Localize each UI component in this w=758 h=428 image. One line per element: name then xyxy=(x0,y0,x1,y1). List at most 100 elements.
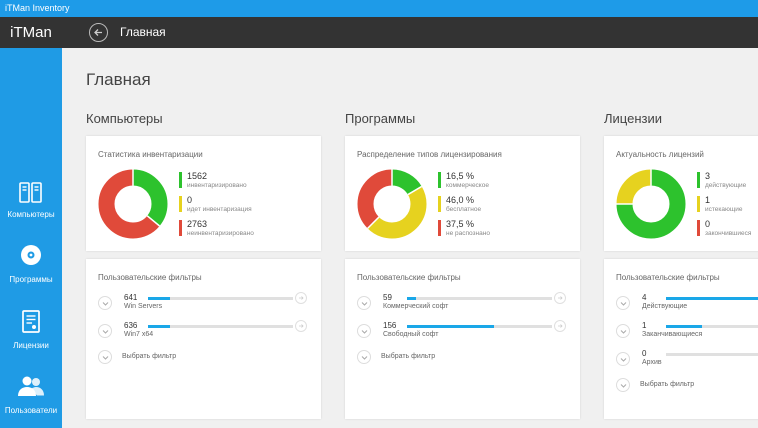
license-icon xyxy=(22,310,40,333)
open-filter-button[interactable] xyxy=(554,292,566,304)
section-title-programs: Программы xyxy=(345,111,416,126)
section-title-licenses: Лицензии xyxy=(604,111,662,126)
open-filter-button[interactable] xyxy=(554,320,566,332)
sidebar-item-label: Программы xyxy=(9,275,53,284)
disc-icon xyxy=(21,245,41,265)
filter-count: 636 xyxy=(124,321,138,330)
open-filter-button[interactable] xyxy=(295,320,307,332)
arrow-right-icon xyxy=(558,324,563,328)
legend-swatch xyxy=(697,196,700,212)
arrow-right-icon xyxy=(558,296,563,300)
expand-button[interactable] xyxy=(616,296,630,310)
legend-value: 1562 xyxy=(187,171,208,181)
stats-card-licenses[interactable]: Актуальность лицензий 3 действующие 1 ис… xyxy=(604,136,758,251)
computers-icon xyxy=(19,182,42,203)
stats-card-programs[interactable]: Распределение типов лицензирования 16,5 … xyxy=(345,136,580,251)
progress-fill xyxy=(407,325,494,328)
app-bar: iTMan Главная xyxy=(0,17,758,48)
sidebar-item-label: Компьютеры xyxy=(7,210,55,219)
legend-swatch xyxy=(438,220,441,236)
progress-fill xyxy=(666,325,703,328)
progress-track xyxy=(148,325,293,328)
expand-button[interactable] xyxy=(616,324,630,338)
filter-row[interactable]: 0 Архив xyxy=(616,349,758,373)
main-content: Главная Компьютеры Статистика инвентариз… xyxy=(62,48,758,428)
sidebar-item-licenses[interactable]: Лицензии xyxy=(0,307,62,371)
chevron-down-icon xyxy=(361,356,368,360)
legend-label: инвентаризировано xyxy=(187,182,247,189)
filter-name: Коммерческий софт xyxy=(383,303,449,310)
legend-value: 37,5 % xyxy=(446,219,475,229)
filter-count: 0 xyxy=(642,349,647,358)
chevron-down-icon xyxy=(361,302,368,306)
expand-button[interactable] xyxy=(357,296,371,310)
app-brand: iTMan xyxy=(10,24,52,41)
users-icon xyxy=(18,376,44,396)
legend-swatch xyxy=(438,172,441,188)
legend-value: 46,0 % xyxy=(446,195,475,205)
select-filter-label: Выбрать фильтр xyxy=(122,353,177,360)
sidebar-item-label: Пользователи xyxy=(4,406,58,415)
expand-button[interactable] xyxy=(98,324,112,338)
donut-separator xyxy=(146,215,161,227)
sidebar-item-users[interactable]: Пользователи xyxy=(0,372,62,428)
expand-button[interactable] xyxy=(616,352,630,366)
legend-swatch xyxy=(697,172,700,188)
legend-value: 16,5 % xyxy=(446,171,475,181)
donut-separator xyxy=(367,216,380,229)
window-title: iTMan Inventory xyxy=(0,0,758,17)
arrow-right-icon xyxy=(299,324,304,328)
progress-track xyxy=(666,325,758,328)
legend-label: истекающие xyxy=(705,206,743,213)
progress-track xyxy=(407,297,552,300)
progress-fill xyxy=(148,325,170,328)
open-filter-button[interactable] xyxy=(295,292,307,304)
filter-row[interactable]: 636 Win7 x64 xyxy=(98,320,318,345)
filter-count: 641 xyxy=(124,293,138,302)
chevron-down-icon xyxy=(620,330,627,334)
chevron-icon-wrap xyxy=(616,378,630,392)
donut-slice xyxy=(357,169,427,239)
donut-chart xyxy=(616,169,686,239)
breadcrumb: Главная xyxy=(120,25,166,39)
filter-row[interactable]: 4 Действующие xyxy=(616,293,758,317)
legend-value: 3 xyxy=(705,171,711,181)
filter-name: Win7 x64 xyxy=(124,331,154,338)
page-title: Главная xyxy=(86,70,151,89)
filter-count: 4 xyxy=(642,293,647,302)
chevron-down-icon xyxy=(620,358,627,362)
chevron-down-icon xyxy=(620,302,627,306)
donut-chart xyxy=(357,169,427,239)
sidebar-item-programs[interactable]: Программы xyxy=(0,241,62,305)
back-button[interactable] xyxy=(89,23,108,42)
donut-separator xyxy=(407,185,423,196)
arrow-right-icon xyxy=(299,296,304,300)
sidebar-item-computers[interactable]: Компьютеры xyxy=(0,176,62,240)
chevron-icon-wrap xyxy=(98,350,112,364)
chevron-icon-wrap xyxy=(357,350,371,364)
legend-swatch xyxy=(179,172,182,188)
stats-card-computers[interactable]: Статистика инвентаризации 1562 инвентари… xyxy=(86,136,321,251)
filter-row[interactable]: 641 Win Servers xyxy=(98,292,318,317)
progress-fill xyxy=(148,297,170,300)
progress-fill xyxy=(666,297,758,300)
progress-track xyxy=(666,297,758,300)
filter-name: Действующие xyxy=(642,303,688,310)
progress-track xyxy=(666,353,758,356)
filter-name: Архив xyxy=(642,359,662,366)
legend-value: 0 xyxy=(705,219,711,229)
progress-track xyxy=(148,297,293,300)
chevron-down-icon xyxy=(620,384,627,388)
legend-label: закончившиеся xyxy=(705,230,752,237)
legend-value: 0 xyxy=(187,195,193,205)
sidebar-item-label: Лицензии xyxy=(13,341,49,350)
filter-row[interactable]: 59 Коммерческий софт xyxy=(357,292,577,317)
expand-button[interactable] xyxy=(98,296,112,310)
legend-value: 1 xyxy=(705,195,711,205)
legend-label: неинвентаризировано xyxy=(187,230,254,237)
filter-row[interactable]: 156 Свободный софт xyxy=(357,320,577,345)
chevron-down-icon xyxy=(102,302,109,306)
filter-row[interactable]: 1 Заканчивающиеся xyxy=(616,321,758,345)
progress-track xyxy=(407,325,552,328)
expand-button[interactable] xyxy=(357,324,371,338)
